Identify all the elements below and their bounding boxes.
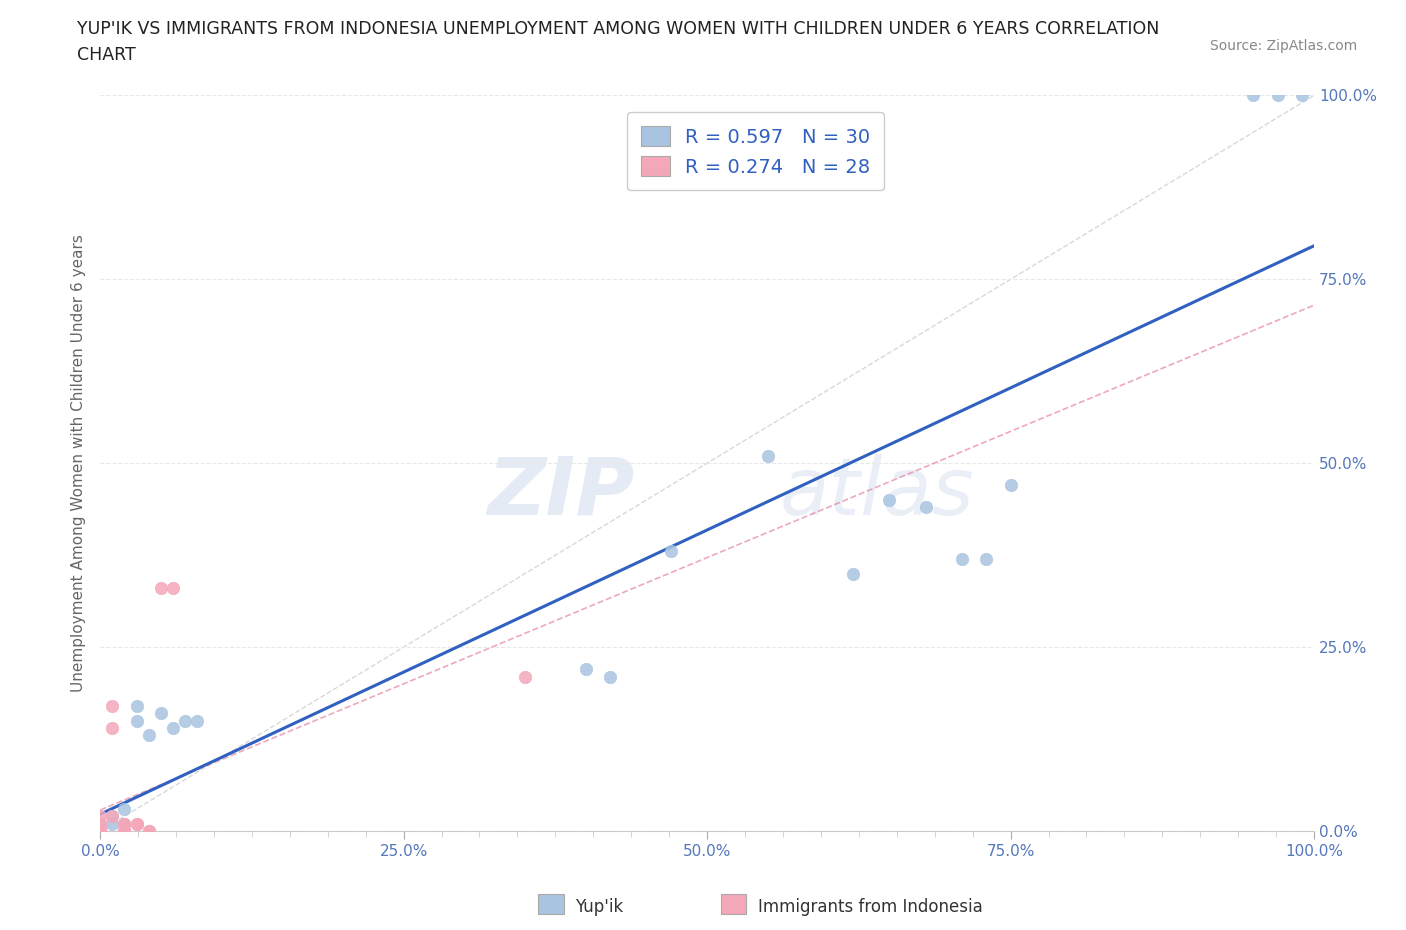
Point	[89, 824, 111, 839]
Point	[125, 817, 148, 831]
Point	[162, 721, 184, 736]
Text: Yup'ik: Yup'ik	[575, 897, 623, 916]
Point	[149, 581, 172, 596]
Point	[89, 817, 111, 831]
Point	[950, 551, 973, 566]
Text: Immigrants from Indonesia: Immigrants from Indonesia	[758, 897, 983, 916]
Y-axis label: Unemployment Among Women with Children Under 6 years: Unemployment Among Women with Children U…	[72, 234, 86, 692]
Point	[112, 802, 135, 817]
Legend: R = 0.597   N = 30, R = 0.274   N = 28: R = 0.597 N = 30, R = 0.274 N = 28	[627, 113, 884, 191]
Point	[89, 824, 111, 839]
Point	[174, 713, 197, 728]
Point	[89, 824, 111, 839]
Point	[112, 824, 135, 839]
Point	[89, 817, 111, 831]
Point	[112, 824, 135, 839]
Point	[1267, 88, 1289, 103]
Point	[112, 824, 135, 839]
Point	[125, 713, 148, 728]
Point	[89, 824, 111, 839]
Point	[842, 566, 865, 581]
Text: Source: ZipAtlas.com: Source: ZipAtlas.com	[1209, 39, 1357, 53]
Point	[89, 817, 111, 831]
Point	[659, 544, 682, 559]
Point	[513, 669, 536, 684]
Point	[89, 824, 111, 839]
Text: CHART: CHART	[77, 46, 136, 64]
Point	[89, 824, 111, 839]
Point	[138, 824, 160, 839]
Point	[112, 817, 135, 831]
Point	[914, 500, 936, 515]
Text: atlas: atlas	[780, 454, 974, 532]
Point	[89, 809, 111, 824]
Point	[89, 824, 111, 839]
Point	[112, 824, 135, 839]
Point	[138, 728, 160, 743]
Point	[162, 581, 184, 596]
Point	[112, 817, 135, 831]
Point	[89, 824, 111, 839]
Point	[575, 662, 598, 677]
Point	[89, 817, 111, 831]
Point	[1241, 88, 1264, 103]
Point	[976, 551, 998, 566]
Point	[756, 448, 779, 463]
Point	[89, 817, 111, 831]
Point	[125, 698, 148, 713]
Text: ZIP: ZIP	[486, 454, 634, 532]
Point	[101, 817, 124, 831]
Point	[101, 809, 124, 824]
Point	[89, 824, 111, 839]
Text: YUP'IK VS IMMIGRANTS FROM INDONESIA UNEMPLOYMENT AMONG WOMEN WITH CHILDREN UNDER: YUP'IK VS IMMIGRANTS FROM INDONESIA UNEM…	[77, 20, 1160, 38]
Point	[186, 713, 208, 728]
Point	[1291, 88, 1313, 103]
Point	[1000, 478, 1022, 493]
Point	[101, 698, 124, 713]
Point	[101, 721, 124, 736]
Point	[149, 706, 172, 721]
Point	[112, 817, 135, 831]
Point	[125, 817, 148, 831]
Point	[138, 824, 160, 839]
Point	[89, 824, 111, 839]
Point	[877, 493, 900, 508]
Point	[599, 669, 621, 684]
Point	[112, 824, 135, 839]
Point	[101, 809, 124, 824]
Point	[89, 817, 111, 831]
